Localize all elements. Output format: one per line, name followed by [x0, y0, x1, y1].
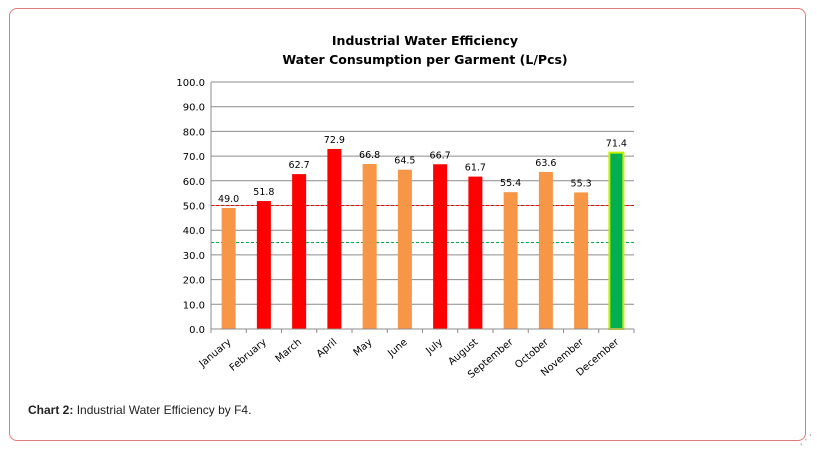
caption-text: Industrial Water Efficiency by F4. [76, 403, 252, 417]
y-tick-label: 10.0 [183, 300, 205, 311]
x-tick-label: March [274, 337, 304, 365]
bars: 49.0 51.8 62.7 72.9 66.8 64.5 66.7 61.7 55.4 63.6… [218, 135, 627, 330]
reference-lines [211, 205, 634, 244]
y-tick-label: 0.0 [189, 325, 205, 336]
data-label: 66.8 [359, 150, 380, 161]
chart-title: Industrial Water Efficiency [332, 33, 518, 48]
bar [433, 164, 448, 329]
bar [397, 169, 412, 329]
x-tick-label: April [315, 337, 340, 360]
x-tick-label: July [423, 337, 445, 358]
x-tick-label: February [228, 337, 269, 374]
y-tick-label: 90.0 [183, 103, 205, 114]
data-label: 55.3 [571, 178, 592, 189]
data-label: 66.7 [430, 150, 451, 161]
bar [503, 192, 518, 329]
bar [538, 171, 553, 329]
data-label: 49.0 [218, 194, 239, 205]
bar [256, 201, 271, 329]
bar [574, 192, 589, 329]
bar [221, 207, 236, 329]
resize-handle-icon: ⋰ [799, 432, 813, 448]
data-label: 71.4 [606, 139, 627, 150]
bar [608, 151, 625, 330]
data-label: 72.9 [324, 135, 345, 146]
y-tick-label: 100.0 [176, 78, 205, 89]
chart-caption: Chart 2: Industrial Water Efficiency by … [28, 403, 251, 417]
x-tick-label: May [352, 337, 375, 359]
y-tick-label: 30.0 [183, 251, 205, 262]
y-tick-label: 40.0 [183, 226, 205, 237]
x-tick-label: June [385, 337, 410, 360]
caption-label: Chart 2: [28, 403, 74, 417]
bar [292, 174, 307, 329]
y-tick-label: 50.0 [183, 202, 205, 213]
data-label: 61.7 [465, 163, 486, 174]
bar [468, 176, 483, 329]
data-label: 62.7 [289, 160, 310, 171]
data-label: 63.6 [535, 158, 556, 169]
data-label: 64.5 [394, 156, 415, 167]
bar [362, 164, 377, 329]
x-tick-label: August [446, 337, 480, 368]
data-label: 51.8 [253, 187, 274, 198]
bar [327, 148, 342, 329]
data-label: 55.4 [500, 178, 521, 189]
y-tick-label: 20.0 [183, 276, 205, 287]
y-tick-label: 70.0 [183, 152, 205, 163]
chart-subtitle: Water Consumption per Garment (L/Pcs) [282, 52, 567, 67]
y-tick-label: 80.0 [183, 127, 205, 138]
y-tick-label: 60.0 [183, 177, 205, 188]
